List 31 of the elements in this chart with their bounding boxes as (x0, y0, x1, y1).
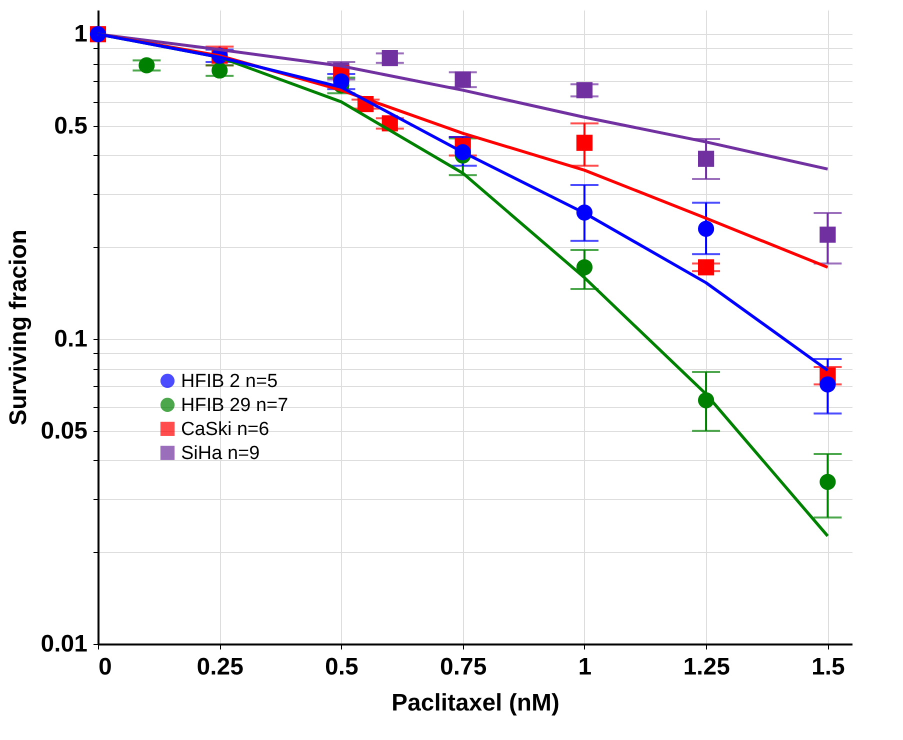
y-axis-title: Surviving fracion (4, 229, 32, 426)
point (698, 150, 714, 167)
point (382, 50, 398, 66)
legend-label: HFIB 29 n=7 (181, 394, 288, 416)
y-tick-label: 0.1 (54, 326, 88, 353)
point (820, 376, 836, 392)
x-tick-label: 0.25 (196, 654, 244, 680)
x-axis-title: Paclitaxel (nM) (391, 690, 560, 716)
legend-label: HFIB 2 n=5 (181, 370, 278, 392)
point (576, 82, 593, 98)
point (820, 226, 836, 243)
point (454, 71, 471, 88)
y-tick-label: 1 (74, 20, 88, 48)
x-tick-label: 0.5 (325, 654, 358, 680)
point (820, 474, 836, 490)
point (576, 134, 593, 151)
point (576, 259, 593, 276)
legend-label: SiHa n=9 (181, 442, 260, 464)
y-tick-label: 0.05 (40, 417, 88, 444)
x-tick-label: 0 (98, 654, 112, 680)
legend-label: CaSki n=6 (181, 418, 270, 440)
x-tick-label: 1.25 (683, 654, 730, 680)
point (698, 220, 714, 237)
y-tick-label: 0.01 (40, 630, 88, 658)
point (212, 62, 228, 79)
x-tick-label: 1.5 (811, 654, 845, 680)
y-tick-label: 0.5 (54, 112, 88, 140)
point (138, 57, 155, 74)
point (698, 259, 714, 276)
x-tick-label: 1 (578, 654, 592, 680)
x-tick-label: 0.75 (440, 654, 487, 680)
